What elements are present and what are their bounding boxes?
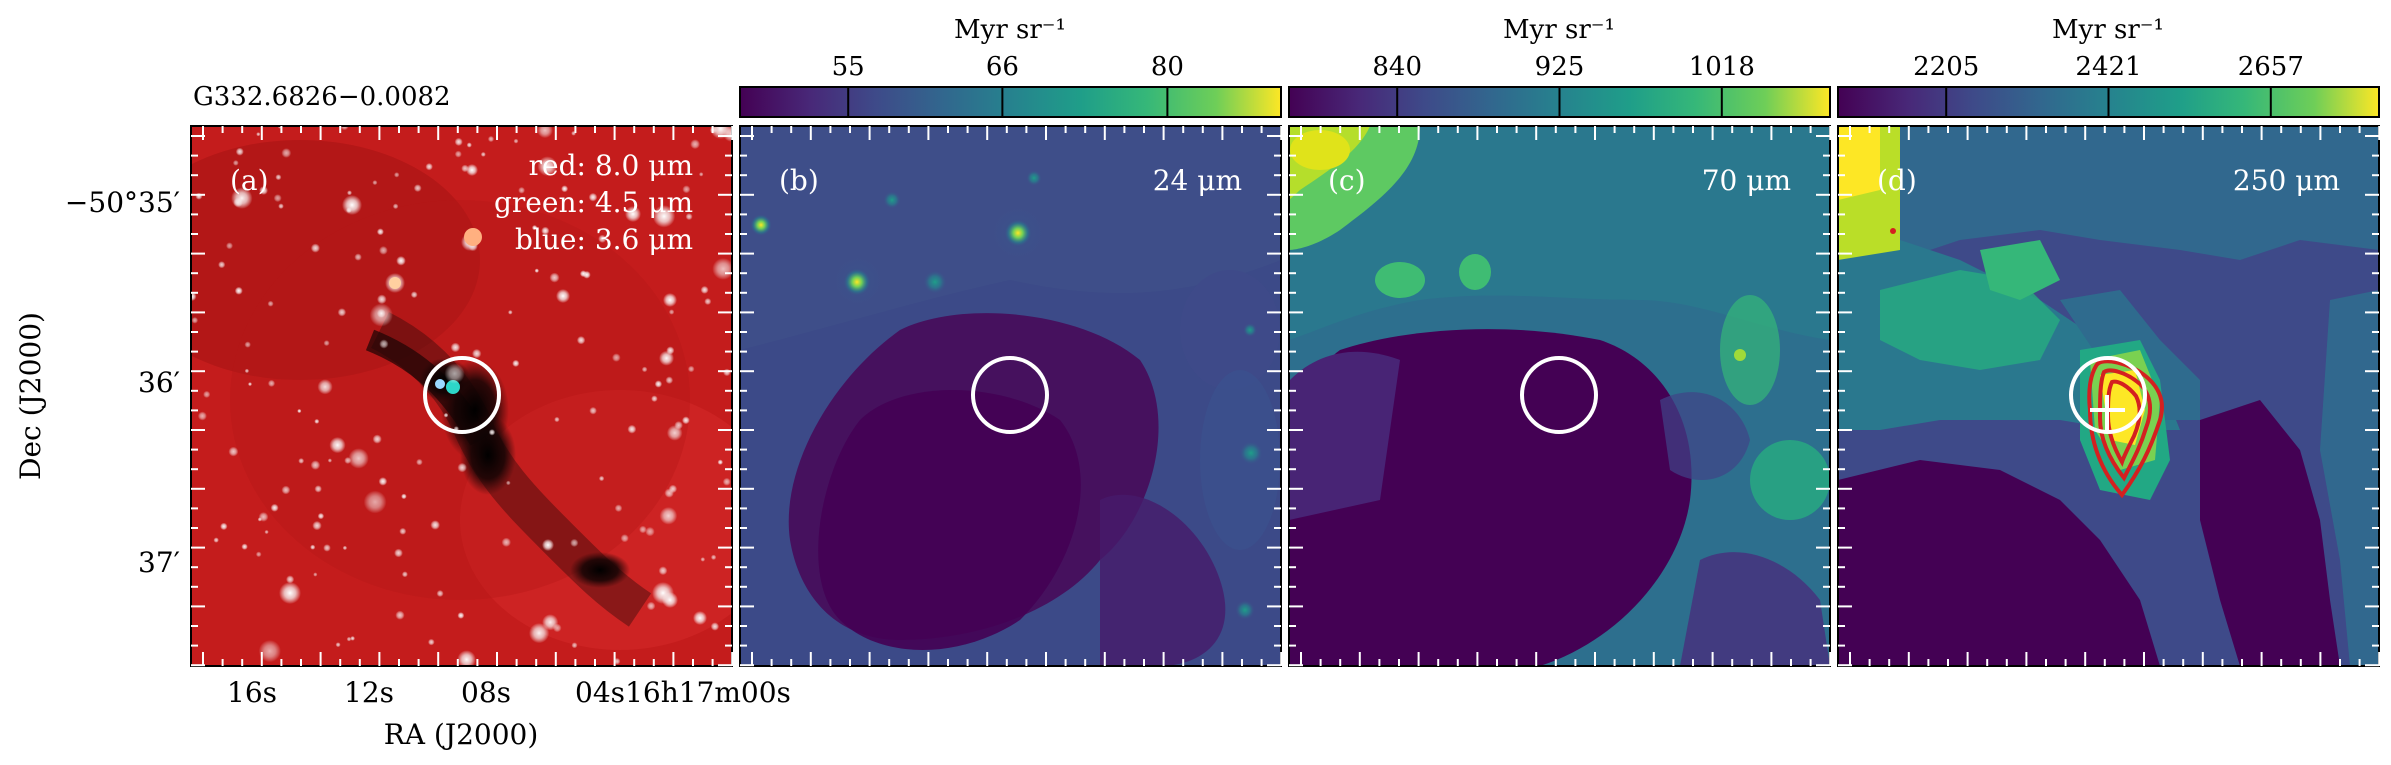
colorbar-tick-label: 55: [832, 52, 865, 82]
colorbar-tick-label: 66: [986, 52, 1019, 82]
colorbar-d-unit: Myr sr⁻¹: [2052, 15, 2164, 45]
panel-d-aperture-circle: [2069, 356, 2147, 434]
y-tick-label: 36′: [138, 366, 180, 399]
panel-a-legend-red: red: 8.0 μm: [529, 149, 693, 182]
panel-d: (d) 250 μm: [1837, 125, 2380, 667]
panel-a-aperture-circle: [423, 356, 501, 434]
panel-d-image: [1838, 126, 2379, 666]
colorbar-c: Myr sr⁻¹ 840 925 1018: [1288, 15, 1831, 118]
x-tick-label: 16s: [227, 676, 277, 709]
colorbar-tick-label: 2657: [2238, 52, 2304, 82]
panel-b-tag: (b): [779, 164, 819, 197]
panel-c-wavelength: 70 μm: [1702, 164, 1791, 197]
panel-b: (b) 24 μm: [739, 125, 1282, 667]
panel-tick-marks: [191, 126, 2381, 667]
colorbar-c-unit: Myr sr⁻¹: [1503, 15, 1615, 45]
panel-b-image: [740, 126, 1281, 666]
colorbar-tick-label: 2205: [1913, 52, 1979, 82]
colorbar-b-unit: Myr sr⁻¹: [954, 15, 1066, 45]
source-name: G332.6826−0.0082: [193, 82, 451, 112]
panel-a-legend-blue: blue: 3.6 μm: [515, 223, 693, 256]
panel-c-aperture-circle: [1520, 356, 1598, 434]
x-tick-label: 08s: [461, 676, 511, 709]
x-axis-label: RA (J2000): [384, 718, 539, 751]
colorbar-d-ticks: 2205 2421 2657: [1913, 52, 2304, 117]
colorbar-c-ticks: 840 925 1018: [1372, 52, 1755, 117]
panel-c-tag: (c): [1328, 164, 1366, 197]
panel-c: (c) 70 μm: [1288, 125, 1831, 667]
colorbar-tick-label: 2421: [2075, 52, 2141, 82]
panel-a-legend-green: green: 4.5 μm: [494, 186, 693, 219]
panel-a-stars: [191, 126, 732, 666]
panel-a-image: [191, 126, 732, 666]
panel-a-tag: (a): [230, 164, 269, 197]
colorbar-b-ticks: 55 66 80: [832, 52, 1184, 117]
colorbar-b: Myr sr⁻¹ 55 66 80: [739, 15, 1282, 118]
panel-c-image: [1289, 126, 1830, 666]
panel-a: (a) red: 8.0 μm green: 4.5 μm blue: 3.6 …: [190, 125, 733, 667]
colorbar-tick-label: 925: [1535, 52, 1585, 82]
y-tick-label: −50°35′: [65, 186, 180, 219]
y-tick-label: 37′: [138, 546, 180, 579]
panel-d-wavelength: 250 μm: [2233, 164, 2340, 197]
panel-b-wavelength: 24 μm: [1153, 164, 1242, 197]
x-tick-label: 12s: [344, 676, 394, 709]
x-axis: 16s 12s 08s 04s 16h17m00s RA (J2000): [227, 676, 791, 751]
colorbar-d: Myr sr⁻¹ 2205 2421 2657: [1837, 15, 2380, 118]
panel-b-aperture-circle: [971, 356, 1049, 434]
y-axis-label: Dec (J2000): [14, 312, 47, 480]
colorbar-tick-label: 80: [1151, 52, 1184, 82]
y-axis: −50°35′ 36′ 37′ Dec (J2000): [14, 186, 180, 579]
colorbar-tick-label: 1018: [1689, 52, 1755, 82]
colorbar-tick-label: 840: [1372, 52, 1422, 82]
x-tick-label: 04s: [575, 676, 625, 709]
x-tick-label: 16h17m00s: [625, 676, 791, 709]
panel-d-tag: (d): [1877, 164, 1917, 197]
